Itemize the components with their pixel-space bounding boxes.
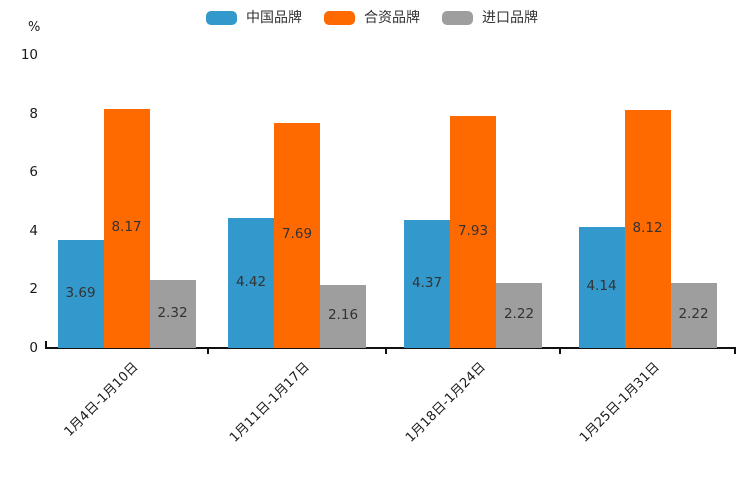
bar-series0-cat3 [578, 226, 625, 348]
y-axis-stub-tick [45, 341, 47, 348]
legend-label: 中国品牌 [246, 10, 302, 26]
bar-value-label: 7.69 [281, 226, 313, 243]
x-axis-tick [207, 349, 209, 354]
bar-series1-cat1 [274, 122, 320, 348]
y-axis-tick-label: 8 [29, 105, 38, 122]
x-axis-category-label: 1月18日-1月24日 [402, 359, 489, 446]
bar-series1-cat3 [624, 110, 671, 348]
bar-value-label: 8.17 [111, 219, 142, 236]
x-axis-line [45, 347, 736, 349]
legend-item-2[interactable]: 进口品牌 [442, 9, 538, 27]
y-axis-unit-label: % [28, 20, 41, 35]
y-axis-tick-label: 4 [29, 222, 38, 239]
y-axis-tick-label: 10 [20, 47, 38, 63]
bar-series0-cat0 [57, 239, 104, 348]
bar-value-label: 8.12 [632, 220, 663, 237]
bar-value-label: 3.69 [65, 284, 96, 301]
bar-series1-cat2 [450, 115, 496, 348]
bar-value-label: 2.16 [327, 307, 359, 324]
x-axis-tick [385, 349, 387, 354]
legend-item-1[interactable]: 合资品牌 [324, 9, 420, 27]
x-axis-category-label: 1月4日-1月10日 [61, 359, 142, 440]
bar-value-label: 4.37 [411, 274, 443, 291]
x-axis-tick [559, 349, 561, 354]
y-axis-tick-label: 0 [29, 340, 38, 356]
y-axis-tick-label: 2 [29, 281, 38, 298]
legend-label: 进口品牌 [482, 10, 538, 26]
chart-legend: 中国品牌 合资品牌 进口品牌 [0, 9, 744, 27]
bar-value-label: 2.22 [678, 306, 709, 323]
legend-item-0[interactable]: 中国品牌 [206, 9, 302, 27]
bar-series1-cat0 [103, 108, 150, 348]
y-axis-tick-label: 6 [29, 164, 38, 181]
bar-series0-cat2 [404, 219, 450, 348]
bar-value-label: 7.93 [457, 222, 489, 239]
bar-series2-cat2 [496, 282, 542, 348]
legend-swatch-icon [442, 11, 473, 25]
bar-value-label: 4.14 [586, 278, 617, 295]
bar-series2-cat1 [320, 284, 366, 348]
bar-series2-cat3 [670, 282, 717, 348]
bar-value-label: 4.42 [235, 274, 267, 291]
x-axis-category-label: 1月25日-1月31日 [577, 359, 663, 446]
legend-swatch-icon [324, 11, 355, 25]
bar-value-label: 2.22 [503, 306, 535, 323]
legend-label: 合资品牌 [364, 10, 420, 26]
bar-value-label: 2.32 [157, 305, 188, 321]
x-axis-category-label: 1月11日-1月17日 [226, 359, 313, 446]
bar-series0-cat1 [228, 218, 274, 348]
bar-series2-cat0 [149, 280, 196, 348]
legend-swatch-icon [206, 11, 237, 25]
x-axis-tick [734, 349, 736, 354]
